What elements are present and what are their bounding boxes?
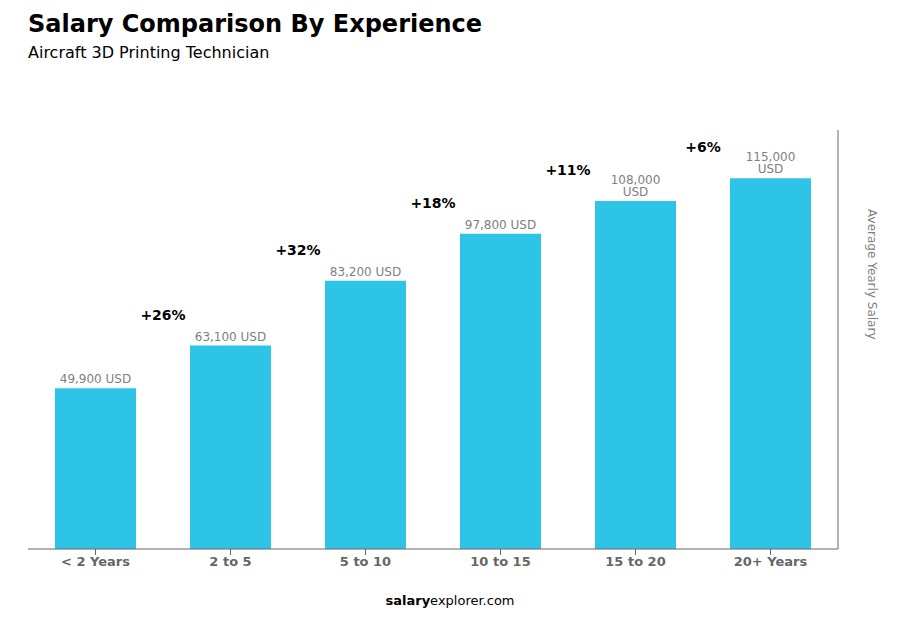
- svg-text:97,800 USD: 97,800 USD: [465, 218, 536, 232]
- svg-text:+11%: +11%: [545, 162, 590, 178]
- svg-text:+32%: +32%: [275, 242, 320, 258]
- svg-text:< 2 Years: < 2 Years: [61, 554, 130, 569]
- svg-text:+6%: +6%: [685, 139, 721, 155]
- svg-text:83,200 USD: 83,200 USD: [330, 265, 401, 279]
- svg-text:+18%: +18%: [410, 195, 455, 211]
- html-text:salary explorer.com: salary explorer.com: [385, 593, 515, 608]
- svg-text:63,100 USD: 63,100 USD: [195, 330, 266, 344]
- svg-text:10 to 15: 10 to 15: [470, 554, 530, 569]
- svg-text:Average Yearly Salary: Average Yearly Salary: [865, 209, 879, 339]
- svg-text:5 to 10: 5 to 10: [340, 554, 391, 569]
- svg-text:15 to 20: 15 to 20: [605, 554, 665, 569]
- svg-text:115,000USD: 115,000USD: [746, 150, 796, 176]
- svg-text:20+ Years: 20+ Years: [734, 554, 808, 569]
- svg-text:108,000USD: 108,000USD: [611, 173, 661, 199]
- svg-text:49,900 USD: 49,900 USD: [60, 372, 131, 386]
- svg-text:+26%: +26%: [140, 307, 185, 323]
- html-text:Aircraft 3D Printing Technicia: Aircraft 3D Printing Technician: [28, 43, 270, 62]
- svg-text:2 to 5: 2 to 5: [209, 554, 251, 569]
- html-text:Salary Comparison By Experienc: Salary Comparison By Experience: [28, 10, 483, 38]
